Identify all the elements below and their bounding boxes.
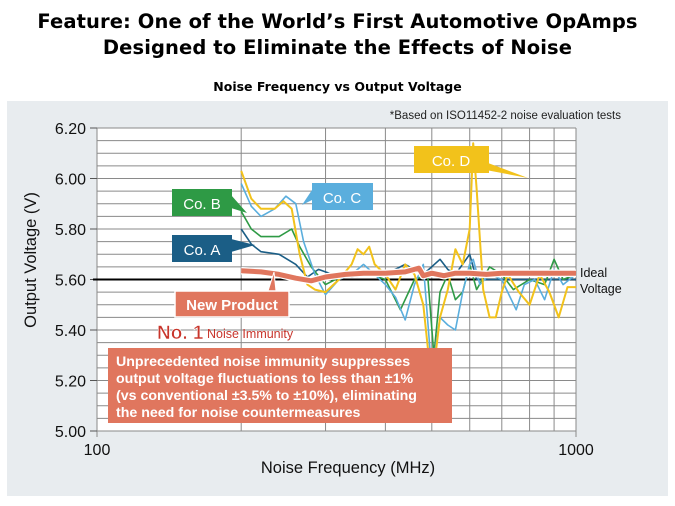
callout-co-d: Co. D [414,146,528,178]
chart-title: Noise Frequency vs Output Voltage [213,79,462,94]
y-tick-label: 6.20 [55,121,86,138]
y-tick-label: 5.40 [55,323,86,340]
x-tick-label: 100 [84,442,111,459]
y-tick-label: 6.00 [55,172,86,189]
callout-co-a: Co. A [172,235,255,262]
callout-box [172,235,232,262]
new-product-label: New Product [186,297,278,314]
series-label-co-c: Co. C [323,190,362,207]
callout-new-product: New Product [174,271,290,318]
summary-line-4: the need for noise countermeasures [116,405,361,421]
y-tick-label: 5.80 [55,222,86,239]
series-label-co-d: Co. D [432,153,471,170]
rank-text: Noise Immunity [207,327,294,341]
series-new-product-line [241,265,576,284]
page-title-line-2: Designed to Eliminate the Effects of Noi… [102,36,573,59]
summary-line-1: Unprecedented noise immunity suppresses [116,354,410,370]
ideal-voltage-label-line1: Ideal [580,266,607,280]
series-co-c-line [240,183,577,374]
rank-label: No. 1 [157,323,204,344]
chart-note: *Based on ISO11452-2 noise evaluation te… [390,110,621,122]
summary-line-2: output voltage fluctuations to less than… [116,371,413,387]
summary-line-3: (vs conventional ±3.5% to ±10%), elimina… [116,388,417,404]
y-axis-label: Output Voltage (V) [22,192,40,328]
x-axis: 100 1000 [84,442,594,459]
x-tick-label: 1000 [558,442,594,459]
callout-co-b: Co. B [172,189,247,216]
series-co-d-line [240,142,576,387]
callout-box [312,183,373,210]
callout-box [174,290,290,318]
callout-pointer [486,163,528,178]
callout-box [172,189,232,216]
x-axis-label: Noise Frequency (MHz) [261,459,435,477]
callout-co-c: Co. C [302,183,373,210]
y-axis: 5.00 5.20 5.40 5.60 5.80 6.00 6.20 [55,121,97,441]
summary-box-background [108,348,452,423]
page-title-line-1: Feature: One of the World’s First Automo… [37,10,638,33]
callout-pointer [231,239,255,252]
callout-box [414,146,489,173]
series-label-co-a: Co. A [184,242,221,259]
summary-box: Unprecedented noise immunity suppresses … [108,348,452,423]
callout-pointer [231,195,247,213]
callout-pointer [302,190,312,205]
y-tick-label: 5.00 [55,424,86,441]
series-label-co-b: Co. B [183,196,221,213]
ideal-voltage-label-line2: Voltage [580,282,622,296]
y-tick-label: 5.60 [55,273,86,290]
y-tick-label: 5.20 [55,374,86,391]
